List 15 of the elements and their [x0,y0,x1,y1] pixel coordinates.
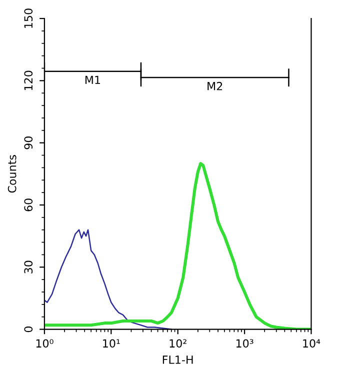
x-tick-label: 10³ [236,339,254,348]
x-tick-label: 10⁴ [303,339,320,348]
y-tick-label: 30 [24,260,33,274]
y-axis-title: Counts [8,155,16,193]
y-tick-label: 90 [24,136,33,150]
series-label: M1 [85,76,100,84]
y-tick-label: 120 [24,70,33,90]
x-tick-label: 10² [170,339,186,348]
y-tick-label: 0 [24,326,33,332]
x-tick-label: 10¹ [103,339,120,348]
series-label: M2 [208,82,222,90]
x-axis-title: FL1-H [162,356,193,364]
y-tick-label: 60 [24,198,33,212]
x-tick-label: 10⁰ [36,339,54,348]
y-tick-label: 150 [24,8,33,28]
